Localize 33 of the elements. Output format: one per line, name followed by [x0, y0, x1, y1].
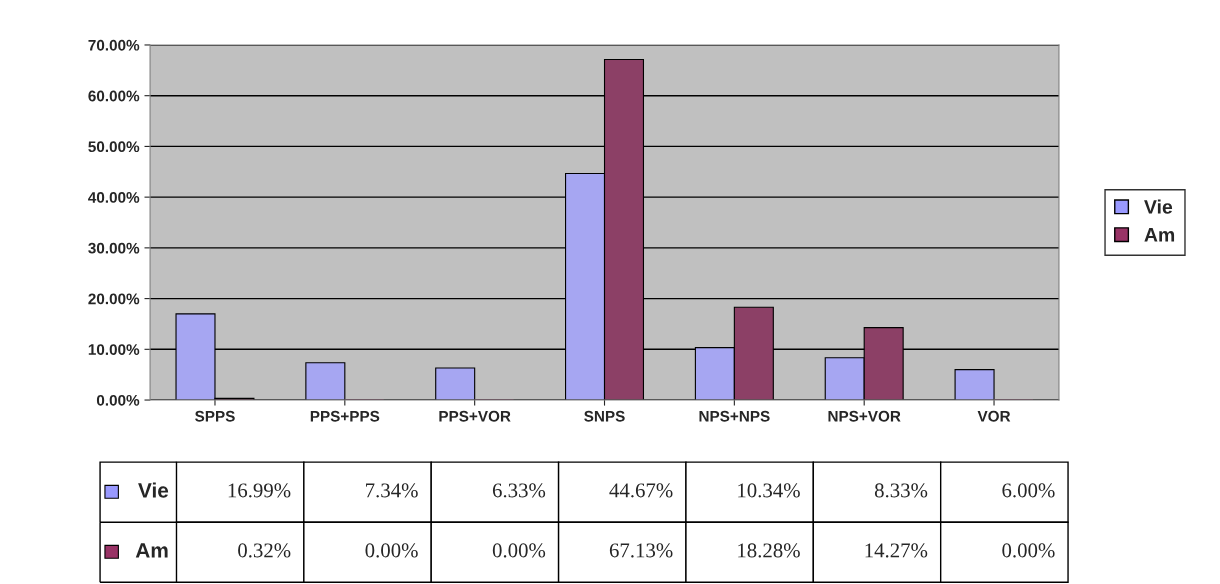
y-tick-label: 50.00%: [88, 141, 140, 153]
data-label: 67.13%: [609, 543, 673, 558]
data-label: 0.00%: [492, 543, 546, 558]
x-tick-label: VOR: [977, 410, 1011, 422]
y-tick-label: 70.00%: [88, 39, 140, 51]
y-tick-label: 10.00%: [88, 344, 140, 355]
data-label: 8.33%: [874, 483, 928, 498]
x-tick-label: SNPS: [584, 410, 625, 422]
data-label: 7.34%: [366, 483, 418, 498]
y-tick-label: 20.00%: [88, 293, 140, 305]
x-tick-label: SPPS: [195, 410, 235, 422]
x-tick-label: PPS+PPS: [310, 410, 380, 422]
data-label: 6.33%: [492, 483, 546, 498]
text: Vie: [1144, 199, 1173, 214]
data-label: 16.99%: [228, 483, 291, 498]
text: Am: [135, 543, 168, 558]
data-label: 6.00%: [1002, 483, 1055, 498]
data-label: 0.32%: [238, 543, 291, 558]
data-label: 10.34%: [738, 483, 800, 498]
legend-label: Vie: [138, 482, 169, 498]
data-label: 18.28%: [738, 543, 800, 558]
y-tick-label: 60.00%: [88, 90, 140, 102]
data-label: 14.27%: [865, 543, 928, 558]
x-tick-label: NPS+NPS: [699, 410, 770, 422]
y-tick-label: 40.00%: [88, 192, 140, 203]
legend-label: Am: [1144, 228, 1175, 242]
y-tick-label: 0.00%: [96, 394, 140, 406]
data-label: 44.67%: [609, 483, 673, 498]
x-tick-label: PPS+VOR: [439, 410, 511, 422]
x-tick-label: NPS+VOR: [828, 410, 901, 422]
data-label: 0.00%: [365, 543, 418, 558]
y-tick-label: 30.00%: [88, 242, 140, 254]
data-label: 0.00%: [1002, 543, 1055, 558]
